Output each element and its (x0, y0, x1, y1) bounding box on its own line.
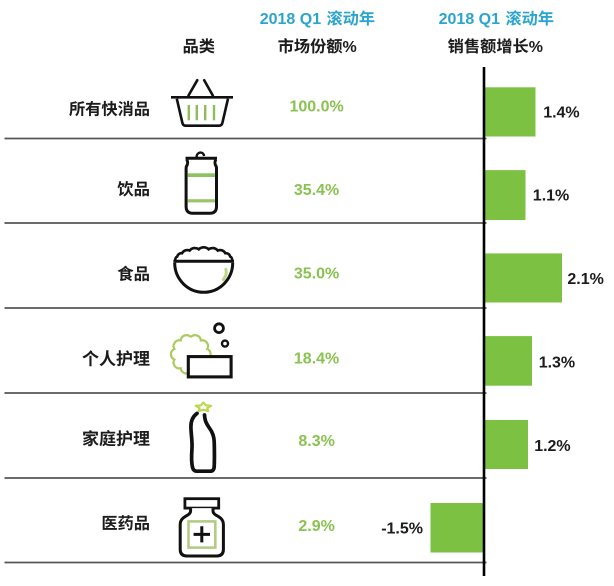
svg-text:35.0%: 35.0% (294, 266, 339, 283)
svg-text:8.3%: 8.3% (298, 433, 334, 450)
svg-text:35.4%: 35.4% (294, 182, 339, 199)
svg-text:%: % (342, 39, 356, 56)
svg-text:2018 Q1: 2018 Q1 (439, 11, 500, 28)
svg-text:1.1%: 1.1% (533, 187, 569, 204)
svg-text:2018 Q1: 2018 Q1 (260, 11, 321, 28)
svg-text:2.1%: 2.1% (567, 271, 603, 288)
svg-text:-1.5%: -1.5% (381, 521, 423, 538)
svg-text:100.0%: 100.0% (289, 98, 343, 115)
svg-text:1.3%: 1.3% (539, 355, 575, 372)
svg-text:18.4%: 18.4% (294, 351, 339, 368)
svg-text:%: % (529, 39, 543, 56)
svg-text:1.2%: 1.2% (534, 438, 570, 455)
svg-text:1.4%: 1.4% (543, 104, 579, 121)
svg-text:2.9%: 2.9% (298, 518, 334, 535)
